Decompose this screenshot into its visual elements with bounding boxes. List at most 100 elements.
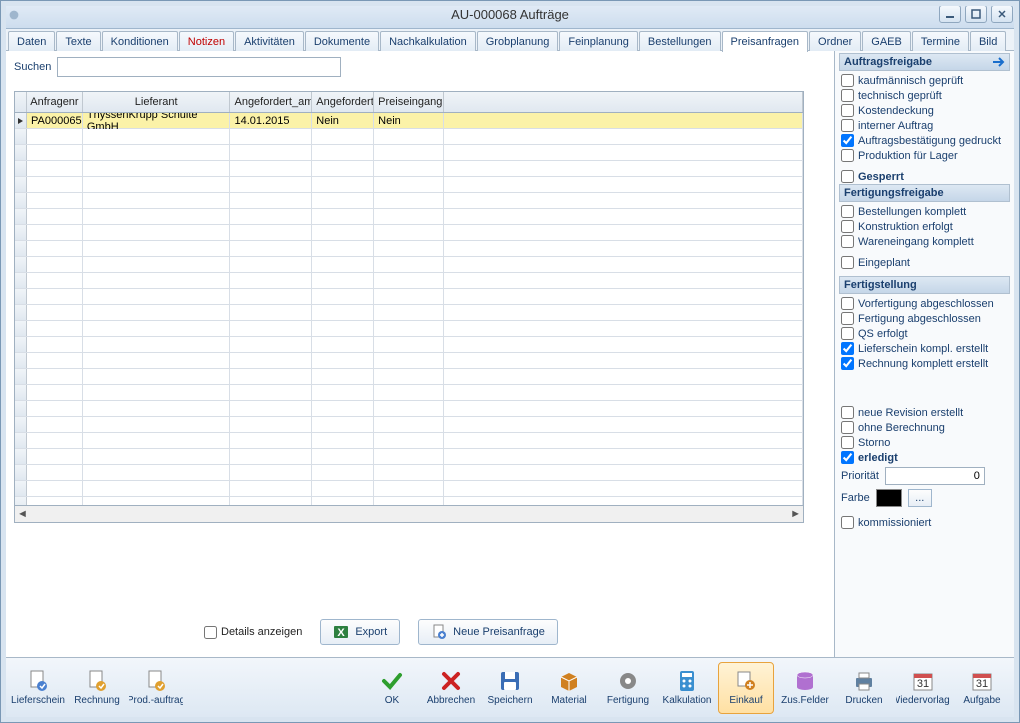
side-checkbox[interactable]: Kostendeckung xyxy=(839,103,1010,118)
side-checkbox[interactable]: Rechnung komplett erstellt xyxy=(839,356,1010,371)
horizontal-scrollbar[interactable]: ◄ ► xyxy=(14,506,804,523)
table-row[interactable] xyxy=(15,321,803,337)
tab-daten[interactable]: Daten xyxy=(8,31,55,51)
maximize-button[interactable] xyxy=(965,5,987,23)
tab-bestellungen[interactable]: Bestellungen xyxy=(639,31,721,51)
toolbar-lieferschein-button[interactable]: Lieferschein xyxy=(10,662,66,714)
side-header: Fertigungsfreigabe xyxy=(839,184,1010,202)
table-row[interactable] xyxy=(15,289,803,305)
tab-gaeb[interactable]: GAEB xyxy=(862,31,911,51)
grid-body[interactable]: PA000065ThyssenKrupp Schulte GmbH14.01.2… xyxy=(15,113,803,505)
table-row[interactable] xyxy=(15,129,803,145)
column-header[interactable]: Angefordert xyxy=(312,92,374,112)
toolbar-material-button[interactable]: Material xyxy=(541,662,597,714)
toolbar-aufgabe-button[interactable]: 31Aufgabe xyxy=(954,662,1010,714)
tab-preisanfragen[interactable]: Preisanfragen xyxy=(722,31,809,52)
table-row[interactable] xyxy=(15,305,803,321)
table-row[interactable] xyxy=(15,241,803,257)
column-header[interactable]: Preiseingang xyxy=(374,92,444,112)
tab-texte[interactable]: Texte xyxy=(56,31,100,51)
table-row[interactable] xyxy=(15,337,803,353)
table-row[interactable] xyxy=(15,401,803,417)
table-row[interactable] xyxy=(15,257,803,273)
toolbar-wiedervorlage-button[interactable]: 31Wiedervorlage xyxy=(895,662,951,714)
side-checkbox[interactable]: kaufmännisch geprüft xyxy=(839,73,1010,88)
toolbar-ok-button[interactable]: OK xyxy=(364,662,420,714)
table-row[interactable] xyxy=(15,449,803,465)
side-checkbox[interactable]: Konstruktion erfolgt xyxy=(839,219,1010,234)
toolbar-drucken-button[interactable]: Drucken xyxy=(836,662,892,714)
table-row[interactable] xyxy=(15,417,803,433)
toolbar-abbrechen-button[interactable]: Abbrechen xyxy=(423,662,479,714)
new-price-request-button[interactable]: Neue Preisanfrage xyxy=(418,619,558,645)
side-checkbox[interactable]: Bestellungen komplett xyxy=(839,204,1010,219)
column-header[interactable]: Angefordert_am xyxy=(230,92,312,112)
tab-nachkalkulation[interactable]: Nachkalkulation xyxy=(380,31,476,51)
scroll-left-icon[interactable]: ◄ xyxy=(17,508,28,520)
toolbar-rechnung-button[interactable]: Rechnung xyxy=(69,662,125,714)
table-row[interactable] xyxy=(15,145,803,161)
table-row[interactable] xyxy=(15,161,803,177)
prio-input[interactable] xyxy=(885,467,985,485)
side-checkbox[interactable]: QS erfolgt xyxy=(839,326,1010,341)
toolbar-speichern-button[interactable]: Speichern xyxy=(482,662,538,714)
side-checkbox[interactable]: Storno xyxy=(839,435,1010,450)
side-checkbox[interactable]: neue Revision erstellt xyxy=(839,405,1010,420)
side-checkbox[interactable]: Eingeplant xyxy=(839,255,1010,270)
tab-dokumente[interactable]: Dokumente xyxy=(305,31,379,51)
search-input[interactable] xyxy=(57,57,341,77)
side-checkbox[interactable]: Produktion für Lager xyxy=(839,148,1010,163)
window-title: AU-000068 Aufträge xyxy=(1,7,1019,22)
gear-icon xyxy=(616,669,640,693)
table-row[interactable] xyxy=(15,385,803,401)
table-row[interactable] xyxy=(15,369,803,385)
toolbar-fertigung-button[interactable]: Fertigung xyxy=(600,662,656,714)
tab-konditionen[interactable]: Konditionen xyxy=(102,31,178,51)
tab-grobplanung[interactable]: Grobplanung xyxy=(477,31,559,51)
side-checkbox[interactable]: interner Auftrag xyxy=(839,118,1010,133)
side-checkbox[interactable]: Lieferschein kompl. erstellt xyxy=(839,341,1010,356)
column-header[interactable]: Lieferant xyxy=(83,92,231,112)
side-checkbox[interactable]: technisch geprüft xyxy=(839,88,1010,103)
scroll-right-icon[interactable]: ► xyxy=(790,508,801,520)
tab-bild[interactable]: Bild xyxy=(970,31,1006,51)
side-checkbox[interactable]: kommissioniert xyxy=(839,515,1010,530)
export-button[interactable]: X Export xyxy=(320,619,400,645)
svg-text:31: 31 xyxy=(976,678,988,690)
table-row[interactable] xyxy=(15,225,803,241)
toolbar-zus-felder-button[interactable]: Zus.Felder xyxy=(777,662,833,714)
side-checkbox[interactable]: Auftragsbestätigung gedruckt xyxy=(839,133,1010,148)
table-row[interactable] xyxy=(15,193,803,209)
side-checkbox[interactable]: Fertigung abgeschlossen xyxy=(839,311,1010,326)
expand-arrow-icon[interactable] xyxy=(991,55,1007,69)
table-row[interactable] xyxy=(15,209,803,225)
table-row[interactable]: PA000065ThyssenKrupp Schulte GmbH14.01.2… xyxy=(15,113,803,129)
table-row[interactable] xyxy=(15,481,803,497)
side-checkbox[interactable]: Vorfertigung abgeschlossen xyxy=(839,296,1010,311)
tab-ordner[interactable]: Ordner xyxy=(809,31,861,51)
table-row[interactable] xyxy=(15,353,803,369)
tab-feinplanung[interactable]: Feinplanung xyxy=(559,31,638,51)
table-row[interactable] xyxy=(15,497,803,505)
toolbar-einkauf-button[interactable]: Einkauf xyxy=(718,662,774,714)
table-row[interactable] xyxy=(15,433,803,449)
color-picker-button[interactable]: ... xyxy=(908,489,932,507)
table-row[interactable] xyxy=(15,177,803,193)
details-checkbox[interactable]: Details anzeigen xyxy=(204,626,302,639)
tab-termine[interactable]: Termine xyxy=(912,31,969,51)
tab-notizen[interactable]: Notizen xyxy=(179,31,234,51)
column-header[interactable] xyxy=(444,92,803,112)
table-row[interactable] xyxy=(15,465,803,481)
toolbar-kalkulation-button[interactable]: Kalkulation xyxy=(659,662,715,714)
minimize-button[interactable] xyxy=(939,5,961,23)
side-checkbox[interactable]: Gesperrt xyxy=(839,169,1010,184)
toolbar-prod--auftrag-button[interactable]: Prod.-auftrag xyxy=(128,662,184,714)
side-checkbox[interactable]: erledigt xyxy=(839,450,1010,465)
close-button[interactable] xyxy=(991,5,1013,23)
side-header: Auftragsfreigabe xyxy=(839,53,1010,71)
side-checkbox[interactable]: Wareneingang komplett xyxy=(839,234,1010,249)
table-row[interactable] xyxy=(15,273,803,289)
column-header[interactable]: Anfragenr xyxy=(27,92,83,112)
side-checkbox[interactable]: ohne Berechnung xyxy=(839,420,1010,435)
tab-aktivitäten[interactable]: Aktivitäten xyxy=(235,31,304,51)
